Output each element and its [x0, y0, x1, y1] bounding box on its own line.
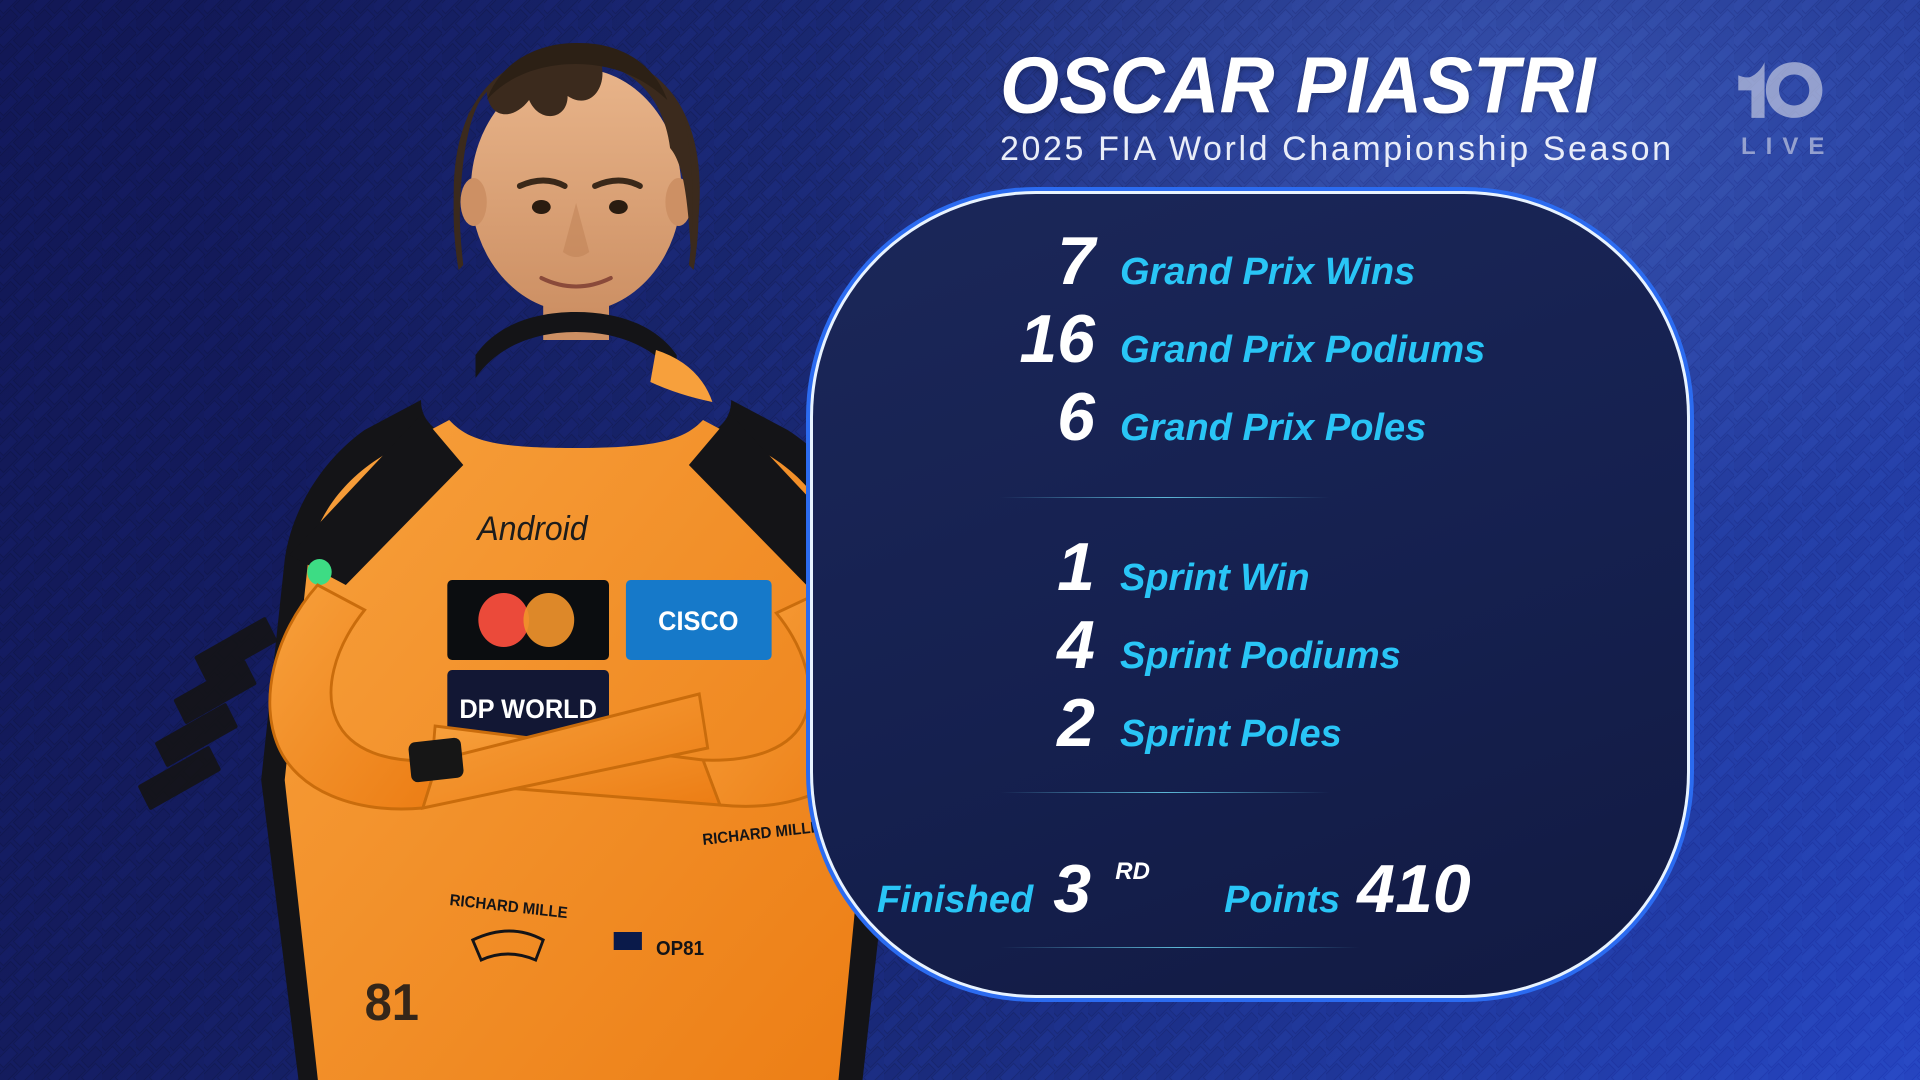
svg-text:Android: Android [475, 509, 589, 547]
svg-text:81: 81 [365, 973, 419, 1032]
svg-text:OP81: OP81 [656, 937, 704, 960]
svg-text:CISCO: CISCO [658, 605, 738, 636]
svg-text:DP WORLD: DP WORLD [459, 693, 597, 724]
